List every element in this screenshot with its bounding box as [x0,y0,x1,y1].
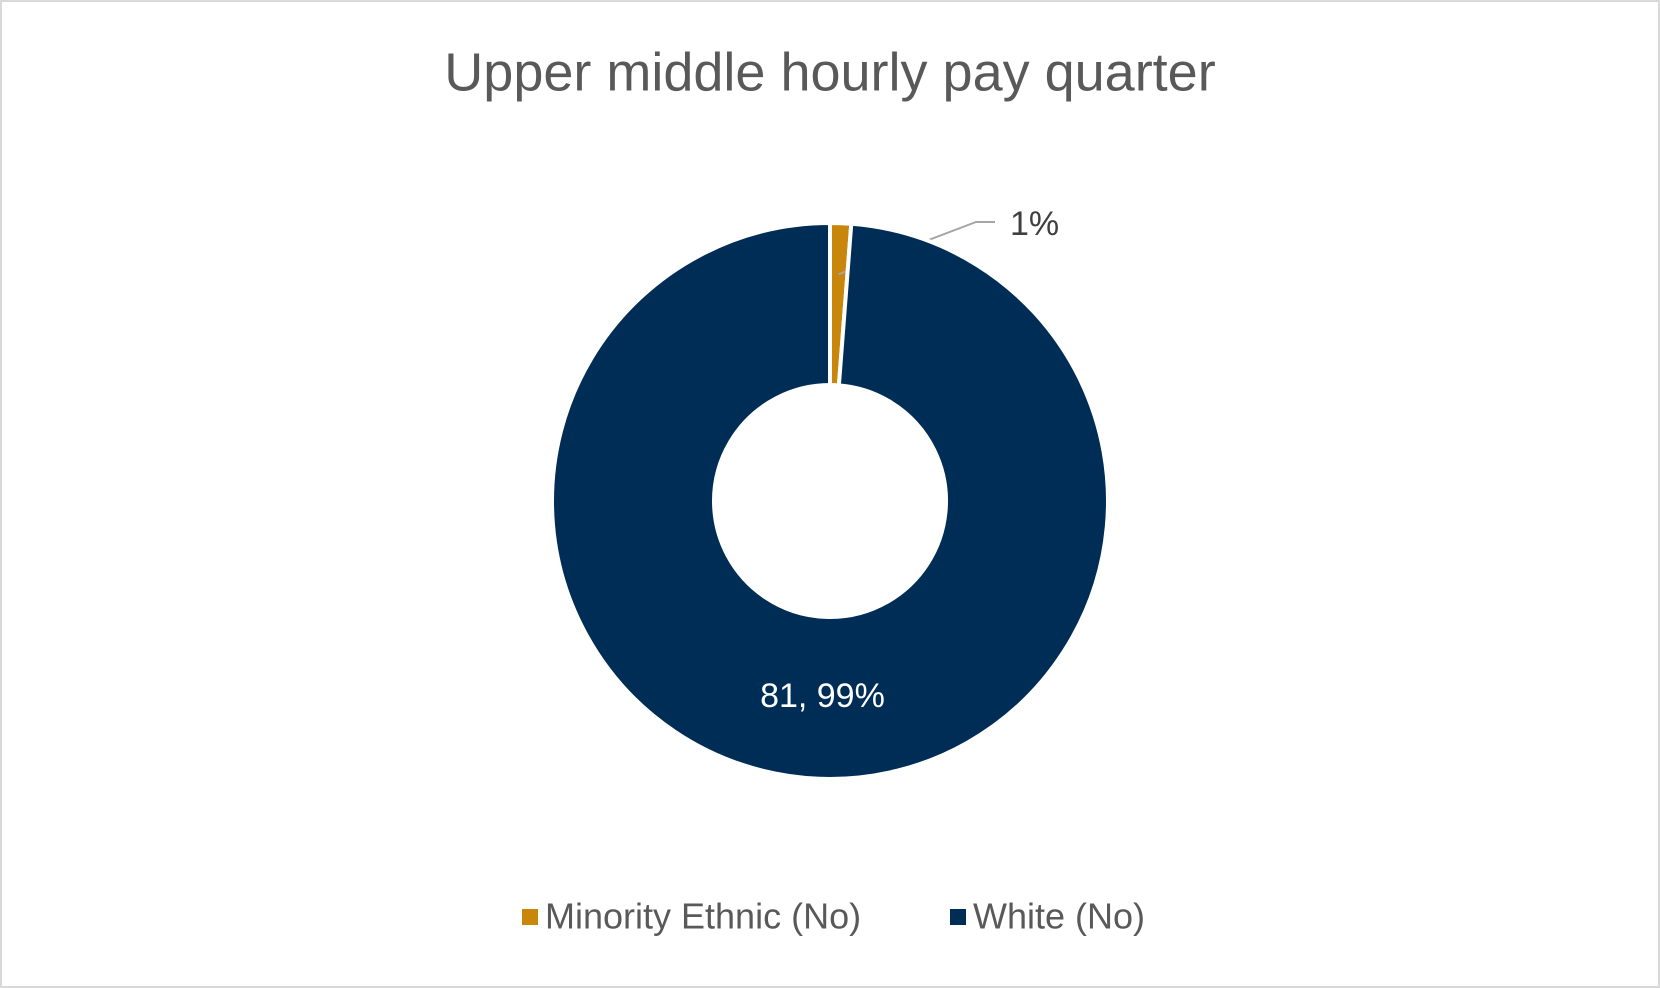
data-label: 1% [1010,205,1059,243]
legend-marker [950,909,966,925]
chart-title: Upper middle hourly pay quarter [444,42,1215,102]
legend-label: Minority Ethnic (No) [545,896,861,937]
data-label: 81, 99% [760,677,885,715]
legend-marker [522,909,538,925]
donut-slice [550,220,1110,781]
legend-label: White (No) [973,896,1145,937]
